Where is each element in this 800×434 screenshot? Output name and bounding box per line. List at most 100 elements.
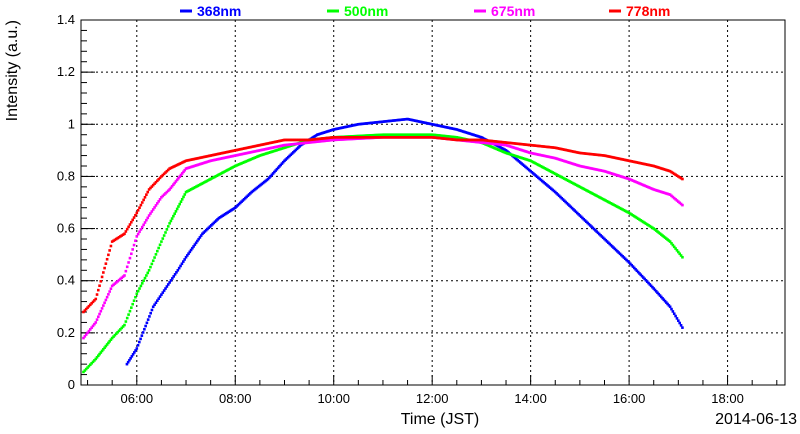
data-point (98, 312, 101, 316)
data-point (99, 309, 103, 313)
data-point (87, 329, 91, 333)
data-point (179, 264, 182, 268)
data-point (161, 237, 165, 240)
data-point (645, 280, 649, 283)
data-point (678, 252, 682, 256)
data-point (151, 305, 155, 309)
data-point (160, 195, 163, 199)
data-point (631, 265, 635, 268)
data-point (132, 299, 136, 303)
data-point (99, 280, 103, 283)
data-point (193, 243, 197, 246)
data-point (671, 171, 675, 175)
data-point (116, 279, 119, 283)
data-point (124, 269, 128, 273)
y-tick-label: 0 (68, 377, 75, 392)
data-point (172, 183, 175, 186)
data-point (175, 178, 179, 182)
y-axis-title: Intensity (a.u.) (4, 20, 21, 121)
data-point (679, 324, 683, 327)
data-point (108, 249, 111, 252)
data-point (632, 266, 636, 270)
data-point (117, 329, 121, 333)
data-point (139, 228, 143, 231)
data-point (153, 303, 156, 307)
data-point (679, 176, 683, 180)
data-point (183, 193, 187, 196)
data-point (156, 179, 159, 183)
data-point (105, 257, 109, 261)
data-point (88, 328, 92, 331)
data-point (153, 206, 156, 209)
data-point (642, 276, 645, 279)
data-point (87, 304, 91, 308)
data-point (88, 363, 92, 367)
data-point (142, 198, 145, 202)
data-point (120, 276, 124, 280)
data-point (648, 283, 652, 286)
data-point (176, 268, 180, 272)
data-point (151, 183, 155, 187)
data-point (649, 284, 653, 288)
data-point (180, 172, 184, 175)
data-point (146, 318, 150, 321)
data-point (140, 225, 144, 229)
data-point (123, 323, 126, 327)
data-point (151, 208, 155, 211)
data-point (634, 268, 637, 271)
data-point (161, 194, 165, 198)
data-point (165, 285, 169, 288)
data-point (674, 173, 677, 176)
x-tick-label: 18:00 (711, 391, 744, 406)
data-point (95, 293, 99, 296)
x-tick-label: 14:00 (514, 391, 547, 406)
data-point (175, 271, 178, 274)
data-point (109, 338, 113, 341)
data-point (161, 291, 165, 294)
data-point (112, 335, 115, 338)
data-point (652, 287, 656, 290)
date-label: 2014-06-13 (715, 411, 797, 428)
data-point (143, 276, 147, 280)
data-point (192, 245, 195, 248)
data-point (174, 210, 178, 213)
data-point (172, 275, 176, 278)
data-point (145, 218, 148, 222)
data-point (123, 274, 126, 277)
data-point (164, 171, 167, 174)
data-point (166, 168, 170, 172)
data-point (154, 180, 158, 184)
data-point (674, 247, 677, 250)
data-point (175, 207, 179, 211)
data-point (671, 195, 675, 199)
data-point (627, 261, 631, 264)
data-point (150, 262, 154, 266)
x-axis-title: Time (JST) (401, 411, 480, 428)
data-point (183, 258, 186, 261)
data-point (102, 348, 105, 351)
y-tick-label: 0.6 (57, 221, 75, 236)
data-point (86, 331, 89, 335)
data-point (156, 202, 159, 205)
data-point (94, 297, 98, 301)
data-point (93, 322, 96, 326)
data-point (157, 246, 160, 250)
data-point (665, 301, 668, 304)
data-point (146, 271, 150, 275)
data-point (127, 313, 130, 316)
data-point (196, 239, 199, 243)
data-point (661, 297, 664, 300)
data-point (98, 284, 101, 288)
data-point (161, 173, 165, 177)
data-point (142, 223, 145, 227)
data-point (170, 217, 174, 220)
data-point (113, 333, 117, 337)
data-point (96, 288, 100, 292)
data-point (157, 178, 160, 181)
data-point (82, 370, 85, 374)
data-point (178, 175, 182, 178)
data-point (142, 279, 145, 283)
data-point (147, 188, 151, 191)
data-point (153, 256, 156, 259)
